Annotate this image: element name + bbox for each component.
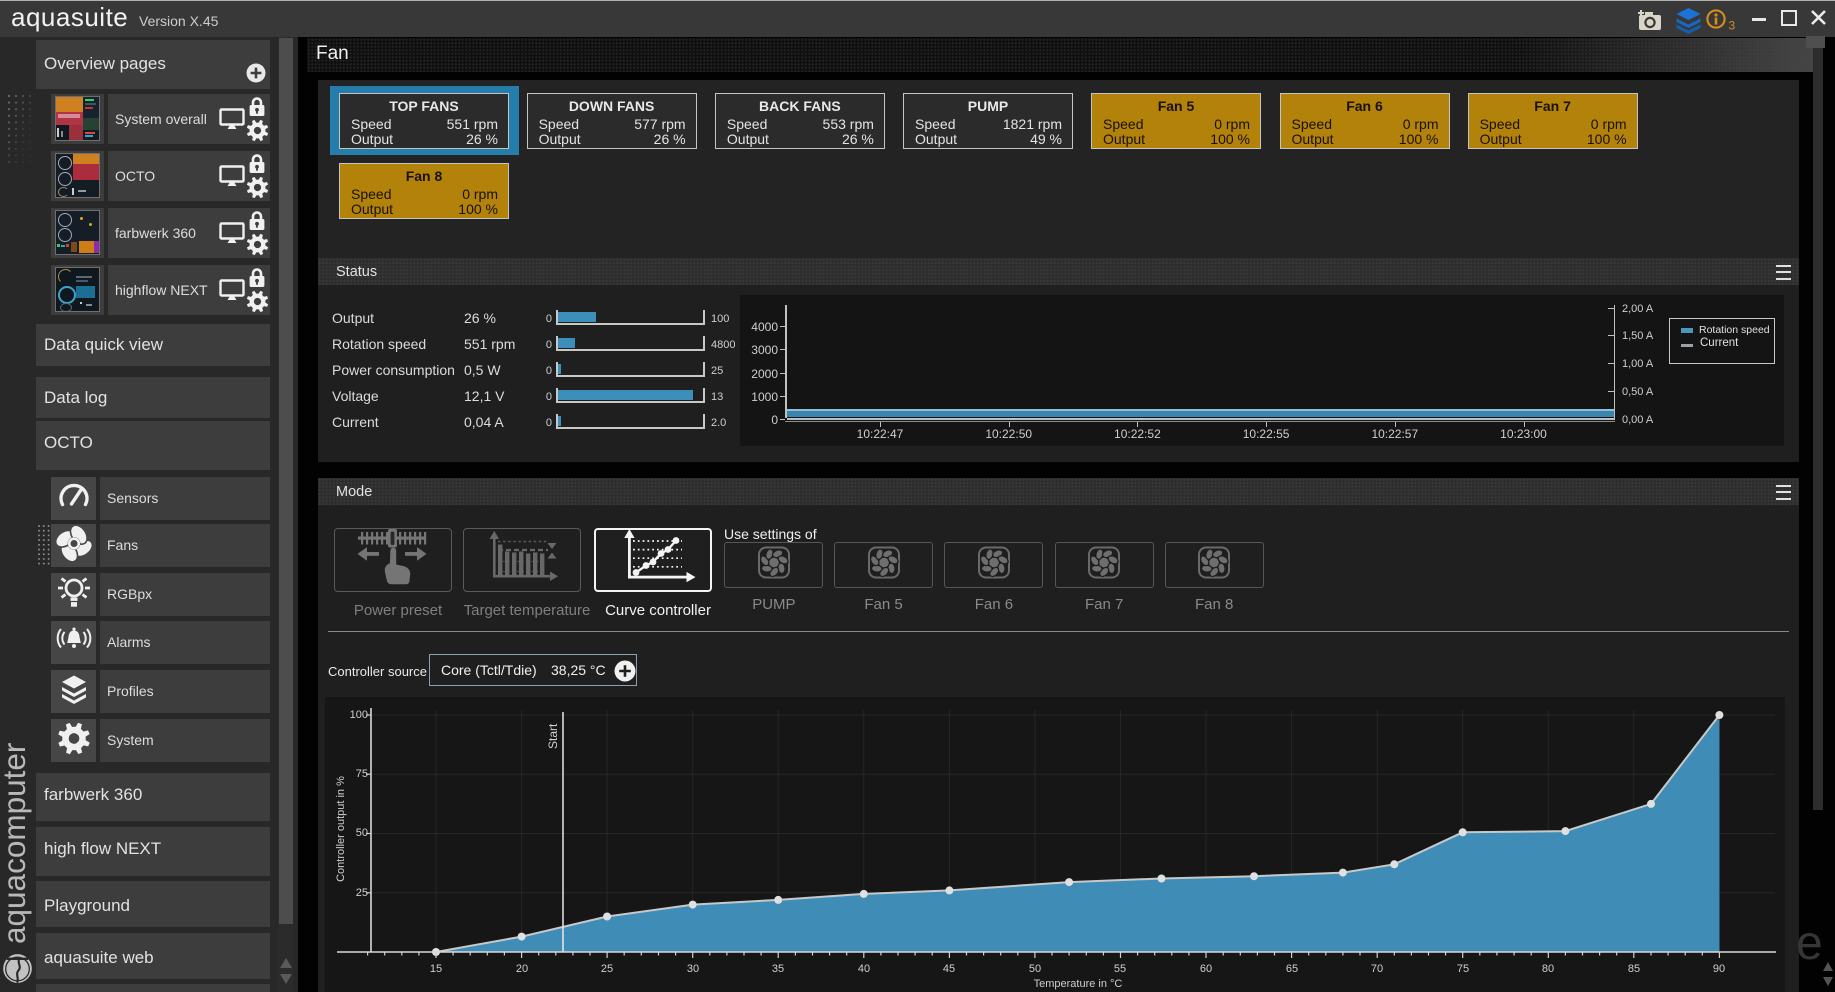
svg-text:3: 3 [1729, 19, 1736, 33]
